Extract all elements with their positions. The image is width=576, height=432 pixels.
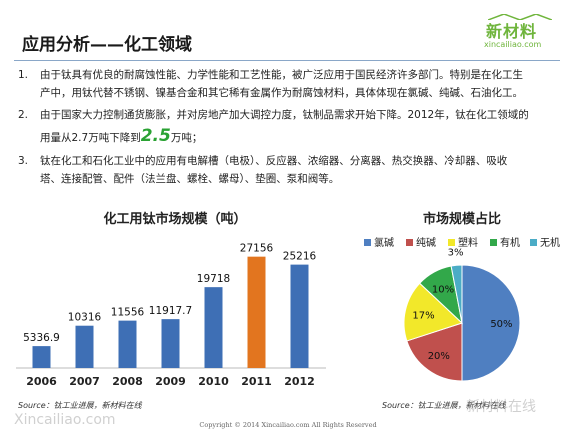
pie-slice (403, 282, 463, 342)
legend-label: 有机 (500, 236, 520, 249)
x-tick-label: 2009 (155, 375, 186, 388)
bullet-item-3: 3. 钛在化工和石化工业中的应用有电解槽（电极）、反应器、浓缩器、分离器、热交换… (18, 152, 558, 188)
legend-label: 纯碱 (416, 236, 436, 249)
x-tick-label: 2010 (198, 375, 229, 388)
x-tick-label: 2007 (69, 375, 100, 388)
bullet-line: 由于国家大力控制通货膨胀，并对房地产加大调控力度，钛制品需求开始下降。2012年… (40, 109, 529, 121)
legend-label: 塑料 (458, 236, 478, 249)
bullet-text: 万吨； (170, 132, 203, 144)
x-tick-label: 2006 (26, 375, 57, 388)
data-label: 11917.7 (149, 305, 192, 317)
legend-swatch (406, 239, 413, 246)
x-tick-label: 2011 (241, 375, 272, 388)
bar (161, 319, 180, 368)
copyright: Copyright © 2014 Xincailiao.com All Righ… (199, 421, 377, 429)
roof-icon (488, 14, 552, 20)
bar (32, 346, 51, 368)
legend-label: 氯碱 (374, 236, 394, 249)
bar-chart-source: Source：钛工业进展，新材料在线 (18, 401, 142, 410)
bar (118, 320, 137, 368)
bullet-number: 2. (18, 109, 29, 121)
bullet-line: 由于钛具有优良的耐腐蚀性能、力学性能和工艺性能，被广泛应用于国民经济许多部门。特… (40, 69, 523, 81)
bar (290, 264, 309, 368)
x-tick-label: 2008 (112, 375, 143, 388)
bullet-number: 1. (18, 69, 29, 81)
watermark-brand: 新材料在线 (466, 399, 536, 415)
data-label: 11556 (111, 307, 145, 319)
bullet-line: 产中，用钛代替不锈钢、镍基合金和其它稀有金属作为耐腐蚀材料，具体体现在氯碱、纯碱… (40, 87, 523, 99)
bullet-item-2: 2. 由于国家大力控制通货膨胀，并对房地产加大调控力度，钛制品需求开始下降。20… (18, 106, 558, 150)
data-label: 5336.9 (23, 332, 60, 344)
logo-url: xincailiao.com (484, 40, 542, 49)
watermark-url: Xincailiao.com (14, 412, 116, 428)
pie-slice (450, 264, 463, 324)
slice-label: 20% (428, 351, 450, 362)
legend-swatch (490, 239, 497, 246)
slice-label: 50% (490, 319, 512, 330)
bar-chart: 化工用钛市场规模（吨） 5336.9 2006 10316 2007 11556 2008 1… (16, 211, 326, 388)
chart-title: 市场规模占比 (423, 211, 501, 227)
chart-title: 化工用钛市场规模（吨） (103, 211, 246, 227)
bullet-list: 1. 由于钛具有优良的耐腐蚀性能、力学性能和工艺性能，被广泛应用于国民经济许多部… (18, 66, 558, 188)
bullet-text: 用量从2.7万吨下降到 (40, 132, 141, 144)
legend-swatch (448, 239, 455, 246)
bullet-line: 用量从2.7万吨下降到2.5万吨； (40, 124, 558, 150)
pie-slice (406, 322, 463, 382)
pie-slice (461, 264, 521, 382)
data-label: 10316 (68, 312, 102, 324)
data-label: 27156 (240, 243, 274, 255)
pie-chart-source: Source：钛工业进展，新材料在线 (382, 401, 506, 410)
x-tick-label: 2012 (284, 375, 315, 388)
bar (247, 256, 266, 368)
legend-label: 无机 (540, 236, 560, 249)
slice-label: 10% (432, 284, 454, 295)
logo-text: 新材料 (486, 22, 538, 41)
slice-label: 3% (448, 247, 464, 258)
page-title: 应用分析——化工领域 (22, 35, 192, 55)
slice-label: 17% (412, 310, 434, 321)
data-label: 25216 (283, 251, 317, 263)
bullet-line: 塔、连接配管、配件（法兰盘、螺栓、螺母）、垫圈、泵和阀等。 (40, 173, 340, 185)
title-divider (14, 60, 560, 61)
legend-swatch (530, 239, 537, 246)
highlight-value: 2.5 (140, 126, 171, 146)
brand-logo: 新材料 xincailiao.com (478, 14, 562, 54)
legend-swatch (364, 239, 371, 246)
bullet-item-1: 1. 由于钛具有优良的耐腐蚀性能、力学性能和工艺性能，被广泛应用于国民经济许多部… (18, 66, 558, 102)
bar (204, 287, 223, 368)
bar (75, 325, 94, 368)
data-label: 19718 (197, 273, 230, 285)
bullet-line: 钛在化工和石化工业中的应用有电解槽（电极）、反应器、浓缩器、分离器、热交换器、冷… (40, 155, 508, 167)
bullet-number: 3. (18, 155, 29, 167)
